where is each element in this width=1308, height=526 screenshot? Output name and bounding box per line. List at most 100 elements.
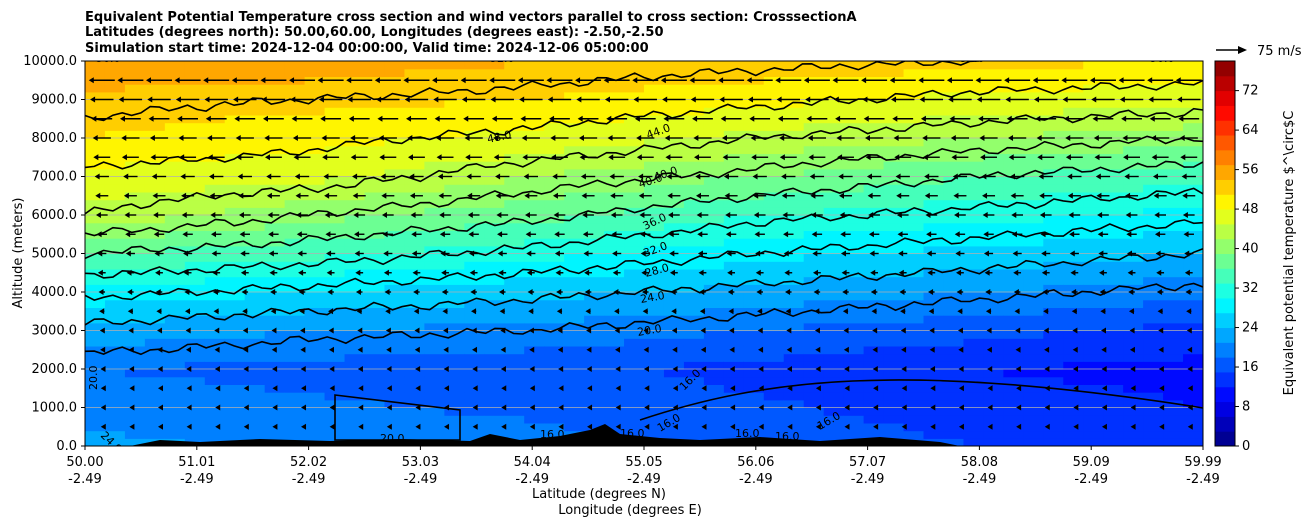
field-cell — [823, 384, 845, 393]
field-cell — [963, 61, 984, 70]
field-cell — [1043, 284, 1064, 293]
field-cell — [524, 161, 545, 170]
wind-vector-head — [300, 327, 306, 334]
field-cell — [983, 161, 1004, 170]
field-cell — [344, 161, 366, 170]
field-cell — [224, 330, 246, 339]
wind-vector-head — [382, 231, 388, 238]
wind-vector-head — [181, 212, 187, 218]
field-cell — [144, 184, 166, 193]
field-cell — [584, 253, 605, 262]
field-cell — [244, 384, 266, 393]
field-cell — [104, 199, 126, 208]
wind-vector-head — [1187, 404, 1193, 411]
wind-vector-head — [260, 77, 266, 84]
field-cell — [124, 415, 146, 424]
field-cell — [803, 107, 825, 116]
field-cell — [264, 415, 286, 424]
field-cell — [604, 369, 625, 378]
field-cell — [544, 384, 565, 393]
field-cell — [1043, 353, 1064, 362]
wind-vector-head — [730, 385, 736, 392]
field-cell — [104, 91, 126, 101]
field-cell — [903, 114, 925, 124]
field-cell — [144, 369, 166, 378]
wind-vector-head — [842, 289, 848, 295]
field-cell — [144, 130, 166, 139]
wind-vector-head — [329, 423, 335, 430]
field-cell — [264, 68, 286, 77]
wind-vector-head — [779, 154, 785, 161]
field-cell — [963, 399, 984, 409]
wind-vector-head — [497, 231, 503, 238]
field-cell — [903, 184, 925, 193]
contour-label: 24.0 — [639, 289, 665, 306]
field-cell — [504, 245, 525, 255]
field-cell — [384, 284, 406, 293]
wind-vector-head — [1069, 231, 1075, 238]
field-cell — [184, 376, 206, 385]
field-cell — [364, 215, 386, 224]
wind-vector-head — [471, 327, 477, 334]
field-cell — [164, 207, 186, 216]
wind-vector-head — [1065, 135, 1071, 141]
field-cell — [364, 168, 386, 178]
field-cell — [683, 122, 705, 131]
wind-vector-head — [100, 385, 106, 392]
field-cell — [1043, 199, 1064, 208]
field-cell — [584, 230, 605, 239]
wind-vector-head — [812, 250, 818, 257]
field-cell — [963, 184, 984, 193]
field-cell — [1083, 68, 1104, 77]
field-cell — [943, 384, 965, 393]
field-cell — [1083, 107, 1104, 116]
field-cell — [504, 145, 525, 154]
field-cell — [604, 122, 625, 131]
wind-vector-head — [469, 269, 475, 276]
field-cell — [843, 422, 865, 432]
field-cell — [1143, 376, 1164, 385]
field-cell — [903, 161, 925, 170]
colorbar-tick-label: 72 — [1242, 84, 1259, 99]
field-cell — [584, 299, 605, 308]
wind-vector-head — [956, 289, 962, 295]
field-cell — [823, 245, 845, 255]
field-cell — [584, 384, 605, 393]
chart-title-line-1: Equivalent Potential Temperature cross s… — [85, 10, 857, 25]
field-cell — [703, 161, 725, 170]
field-cell — [1123, 392, 1144, 401]
field-cell — [1123, 292, 1144, 301]
field-cell — [863, 215, 885, 224]
field-cell — [484, 369, 505, 378]
field-cell — [224, 399, 246, 409]
wind-vector-head — [1097, 212, 1103, 218]
field-cell — [204, 245, 226, 255]
wind-vector-head — [414, 327, 420, 334]
field-cell — [124, 168, 146, 178]
field-cell — [224, 68, 246, 77]
field-cell — [304, 107, 326, 116]
field-cell — [284, 261, 306, 270]
field-cell — [843, 230, 865, 239]
wind-vector-head — [155, 289, 161, 295]
wind-vector-head — [415, 404, 421, 411]
field-cell — [883, 353, 905, 362]
field-cell — [1063, 369, 1084, 378]
field-cell — [104, 315, 126, 324]
wind-vector-head — [718, 77, 724, 84]
field-cell — [903, 392, 925, 401]
field-cell — [85, 438, 106, 446]
field-cell — [604, 84, 625, 93]
field-cell — [823, 138, 845, 147]
field-cell — [1003, 361, 1024, 370]
field-cell — [85, 392, 106, 401]
field-cell — [224, 207, 246, 216]
field-cell — [624, 376, 645, 385]
field-cell — [903, 369, 925, 378]
wind-vector-head — [298, 269, 304, 276]
x-tick-label-lon: -2.49 — [404, 472, 438, 487]
field-cell — [504, 238, 525, 247]
field-cell — [504, 345, 525, 355]
field-cell — [983, 84, 1004, 93]
field-cell — [144, 268, 166, 278]
